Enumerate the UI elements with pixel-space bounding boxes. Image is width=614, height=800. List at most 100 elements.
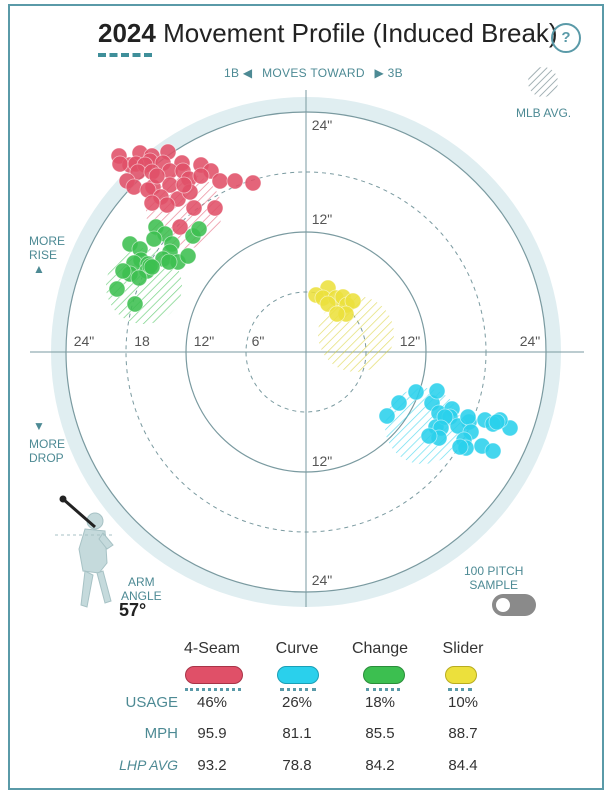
- pitch-point-change: [130, 269, 148, 287]
- arm-angle-value: 57°: [119, 600, 147, 620]
- more-rise-line1: MORE: [29, 234, 65, 248]
- tick-label-upper: 12": [312, 211, 333, 227]
- mlb-avg-icon: [528, 67, 558, 97]
- pitch-point-4seam: [244, 174, 262, 192]
- pitch-point-change: [126, 295, 144, 313]
- lhp-curve: 78.8: [282, 757, 312, 774]
- pill-underline-4seam: [185, 688, 241, 691]
- pill-4seam[interactable]: [185, 666, 243, 684]
- pitch-point-change: [143, 258, 161, 276]
- pitch-header-change: Change: [351, 640, 409, 657]
- usage-slider: 10%: [447, 694, 479, 711]
- pill-curve[interactable]: [277, 666, 319, 684]
- title-year: 2024: [98, 18, 156, 48]
- pitch-point-curve: [484, 442, 502, 460]
- tick-label-right-24: 24": [520, 333, 541, 349]
- usage-4seam: 46%: [196, 694, 228, 711]
- more-drop-line1: MORE: [29, 437, 65, 451]
- pitch-header-slider: Slider: [442, 640, 484, 657]
- more-drop-label: ▼ MORE DROP: [29, 419, 65, 465]
- header-center: MOVES TOWARD: [262, 66, 365, 80]
- card-frame: [8, 4, 604, 790]
- pitch-point-change: [114, 262, 132, 280]
- pitch-point-change: [190, 220, 208, 238]
- header-left: 1B ◀: [224, 66, 253, 80]
- mph-4seam: 95.9: [197, 725, 227, 742]
- pill-change[interactable]: [363, 666, 405, 684]
- pitch-point-curve: [407, 383, 425, 401]
- pill-underline-change: [366, 688, 400, 691]
- pitch-point-4seam: [192, 167, 210, 185]
- row-label-mph: MPH: [144, 725, 178, 742]
- tick-label-lower: 12": [312, 453, 333, 469]
- tick-label-right-12: 12": [400, 333, 421, 349]
- usage-curve: 26%: [281, 694, 313, 711]
- pitch-point-curve: [451, 438, 469, 456]
- pitch-point-4seam: [185, 199, 203, 217]
- pitch-header-curve: Curve: [275, 640, 319, 657]
- sample-toggle[interactable]: [492, 594, 536, 616]
- pitch-point-4seam: [175, 176, 193, 194]
- arm-angle-label: ARM ANGLE: [121, 575, 162, 603]
- moves-toward-header: 1B ◀ MOVES TOWARD ▶ 3B: [224, 66, 403, 80]
- up-arrow-icon: ▲: [33, 262, 45, 276]
- pitcher-figure: [55, 495, 115, 608]
- pitch-point-4seam: [226, 172, 244, 190]
- lhp-change: 84.2: [365, 757, 395, 774]
- sample-label-line1: 100 PITCH: [464, 564, 524, 578]
- pill-underline-slider: [448, 688, 472, 691]
- pitch-point-change: [179, 247, 197, 265]
- pitch-point-curve: [459, 408, 477, 426]
- pitch-point-4seam: [125, 178, 143, 196]
- pitch-point-curve: [390, 394, 408, 412]
- mph-curve: 81.1: [282, 725, 312, 742]
- pill-slider[interactable]: [445, 666, 477, 684]
- toggle-knob[interactable]: [496, 598, 510, 612]
- page-title: 2024 Movement Profile (Induced Break): [98, 18, 558, 49]
- pitch-point-curve: [428, 382, 446, 400]
- pitch-point-4seam: [143, 194, 161, 212]
- pitch-point-4seam: [206, 199, 224, 217]
- lhp-4seam: 93.2: [197, 757, 227, 774]
- pitch-point-4seam: [158, 196, 176, 214]
- more-rise-label: MORE RISE ▲: [29, 234, 65, 276]
- pitch-point-change: [160, 253, 178, 271]
- tick-label-left-12: 12": [194, 333, 215, 349]
- tick-label-bottom: 24": [312, 572, 333, 588]
- pitch-point-change: [145, 230, 163, 248]
- pitch-point-slider: [328, 305, 346, 323]
- pitch-point-4seam: [111, 155, 129, 173]
- sample-label-line2: SAMPLE: [469, 578, 519, 592]
- pitch-point-curve: [378, 407, 396, 425]
- pitch-point-curve: [488, 413, 506, 431]
- pitch-header-4seam: 4-Seam: [183, 640, 241, 657]
- tick-label-top: 24": [312, 117, 333, 133]
- tick-label-left-24: 24": [74, 333, 95, 349]
- lhp-slider: 84.4: [448, 757, 478, 774]
- tick-label-left-6: 6": [252, 333, 265, 349]
- pitch-point-change: [108, 280, 126, 298]
- row-label-lhp-avg: LHP AVG: [119, 757, 178, 773]
- header-right: ▶ 3B: [374, 66, 403, 80]
- row-label-usage: USAGE: [125, 694, 178, 711]
- more-rise-line2: RISE: [29, 248, 58, 262]
- arm-label-line1: ARM: [128, 575, 155, 589]
- sample-label: 100 PITCH SAMPLE: [464, 564, 523, 592]
- pill-underline-curve: [280, 688, 316, 691]
- pitch-point-slider: [344, 292, 362, 310]
- pitch-point-4seam: [211, 172, 229, 190]
- more-drop-line2: DROP: [29, 451, 64, 465]
- pitch-point-4seam: [171, 218, 189, 236]
- mlb-avg-label: MLB AVG.: [516, 106, 572, 120]
- title-text: Movement Profile (Induced Break): [163, 18, 558, 48]
- pitch-point-4seam: [148, 167, 166, 185]
- mph-slider: 88.7: [448, 725, 478, 742]
- title-underline: [98, 53, 152, 57]
- help-button[interactable]: ?: [551, 23, 581, 53]
- pitch-point-curve: [420, 427, 438, 445]
- arm-label-line2: ANGLE: [121, 589, 162, 603]
- down-arrow-icon: ▼: [33, 419, 45, 433]
- mph-change: 85.5: [365, 725, 395, 742]
- usage-change: 18%: [364, 694, 396, 711]
